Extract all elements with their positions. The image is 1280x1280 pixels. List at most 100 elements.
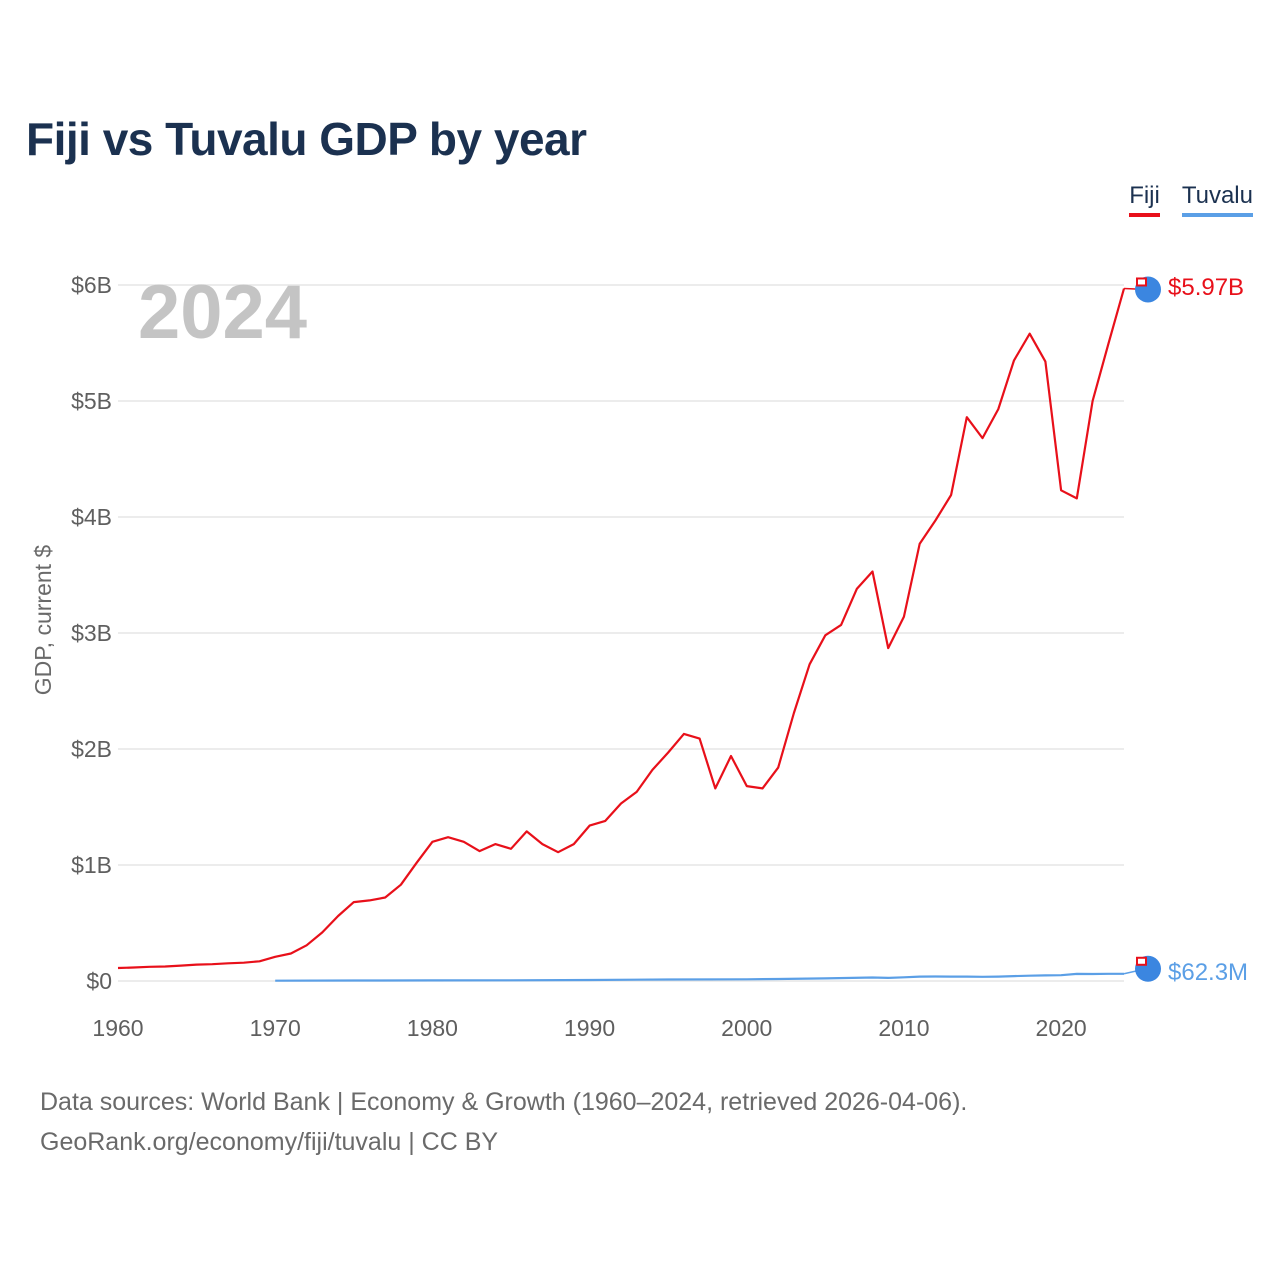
data-point-fiji[interactable] [616,799,626,809]
data-point-fiji[interactable] [270,952,280,962]
data-point-fiji[interactable] [679,729,689,739]
data-point-fiji[interactable] [522,826,532,836]
data-point-fiji[interactable] [805,659,815,669]
data-point-fiji[interactable] [113,963,123,973]
y-axis-ticks: $0 $1B $2B $3B $4B $5B $6B [71,272,112,994]
data-point-fiji[interactable] [852,584,862,594]
data-point-fiji[interactable] [239,958,249,968]
data-point-tuvalu[interactable] [663,974,673,984]
data-point-fiji[interactable] [506,844,516,854]
data-point-fiji[interactable] [710,783,720,793]
data-point-fiji[interactable] [427,837,437,847]
data-point-fiji[interactable] [412,858,422,868]
source-line-1: Data sources: World Bank | Economy & Gro… [40,1088,968,1116]
data-point-fiji[interactable] [144,962,154,972]
data-point-fiji[interactable] [349,897,359,907]
data-point-fiji[interactable] [1103,339,1113,349]
data-point-fiji[interactable] [490,839,500,849]
data-point-fiji[interactable] [223,958,233,968]
data-point-fiji[interactable] [176,961,186,971]
data-point-fiji[interactable] [695,734,705,744]
data-point-fiji[interactable] [899,612,909,622]
data-point-fiji[interactable] [789,708,799,718]
data-point-fiji[interactable] [1056,485,1066,495]
data-point-fiji[interactable] [569,839,579,849]
data-point-tuvalu[interactable] [820,973,830,983]
data-point-fiji[interactable] [160,962,170,972]
data-point-fiji[interactable] [946,490,956,500]
data-point-fiji[interactable] [537,839,547,849]
data-point-tuvalu[interactable] [883,973,893,983]
data-point-tuvalu[interactable] [427,975,437,985]
data-point-tuvalu[interactable] [1009,971,1019,981]
data-point-fiji[interactable] [475,846,485,856]
data-point-tuvalu[interactable] [962,972,972,982]
series-lines [113,288,1126,986]
data-point-fiji[interactable] [553,847,563,857]
data-point-tuvalu[interactable] [1040,970,1050,980]
data-point-fiji[interactable] [380,892,390,902]
data-point-fiji[interactable] [742,781,752,791]
data-point-tuvalu[interactable] [270,976,280,986]
data-point-tuvalu[interactable] [1103,969,1113,979]
series-line-tuvalu[interactable] [275,972,1124,982]
data-point-tuvalu[interactable] [585,975,595,985]
data-point-fiji[interactable] [365,895,375,905]
data-point-fiji[interactable] [726,751,736,761]
data-point-tuvalu[interactable] [1025,971,1035,981]
data-point-fiji[interactable] [868,567,878,577]
data-point-tuvalu[interactable] [993,972,1003,982]
data-point-fiji[interactable] [192,960,202,970]
data-point-fiji[interactable] [915,539,925,549]
data-point-fiji[interactable] [333,911,343,921]
data-point-fiji[interactable] [317,927,327,937]
data-point-tuvalu[interactable] [1088,969,1098,979]
data-point-fiji[interactable] [286,949,296,959]
data-point-fiji[interactable] [443,832,453,842]
data-point-tuvalu[interactable] [1072,969,1082,979]
data-point-tuvalu[interactable] [899,972,909,982]
data-point-tuvalu[interactable] [930,971,940,981]
data-point-tuvalu[interactable] [773,974,783,984]
data-point-fiji[interactable] [757,783,767,793]
data-point-tuvalu[interactable] [915,972,925,982]
data-point-fiji[interactable] [302,940,312,950]
data-point-fiji[interactable] [585,821,595,831]
data-point-fiji[interactable] [647,765,657,775]
data-point-fiji[interactable] [632,787,642,797]
data-point-tuvalu[interactable] [349,976,359,986]
data-point-fiji[interactable] [207,959,217,969]
data-point-fiji[interactable] [978,433,988,443]
data-point-fiji[interactable] [993,404,1003,414]
data-point-fiji[interactable] [254,956,264,966]
data-point-fiji[interactable] [962,412,972,422]
flag-canton-cross [1138,279,1145,285]
data-point-fiji[interactable] [930,515,940,525]
data-point-fiji[interactable] [396,880,406,890]
data-point-tuvalu[interactable] [978,972,988,982]
data-point-tuvalu[interactable] [946,972,956,982]
data-point-fiji[interactable] [1025,329,1035,339]
chart-title: Fiji vs Tuvalu GDP by year [26,113,587,165]
end-markers [1123,276,1161,982]
data-point-fiji[interactable] [773,763,783,773]
data-point-fiji[interactable] [459,837,469,847]
legend-fiji[interactable]: Fiji [1129,182,1160,217]
series-line-fiji[interactable] [117,288,1126,970]
data-point-fiji[interactable] [600,816,610,826]
data-point-tuvalu[interactable] [742,974,752,984]
data-point-fiji[interactable] [129,963,139,973]
data-point-fiji[interactable] [1072,493,1082,503]
data-point-tuvalu[interactable] [506,975,516,985]
data-point-fiji[interactable] [1088,396,1098,406]
data-point-tuvalu[interactable] [1056,970,1066,980]
data-point-fiji[interactable] [1009,355,1019,365]
data-point-fiji[interactable] [663,747,673,757]
data-point-tuvalu[interactable] [868,973,878,983]
source-line-2[interactable]: GeoRank.org/economy/fiji/tuvalu | CC BY [40,1128,499,1156]
data-point-fiji[interactable] [836,620,846,630]
data-point-fiji[interactable] [1040,357,1050,367]
data-point-fiji[interactable] [820,630,830,640]
data-point-fiji[interactable] [883,643,893,653]
legend-tuvalu[interactable]: Tuvalu [1181,182,1253,217]
